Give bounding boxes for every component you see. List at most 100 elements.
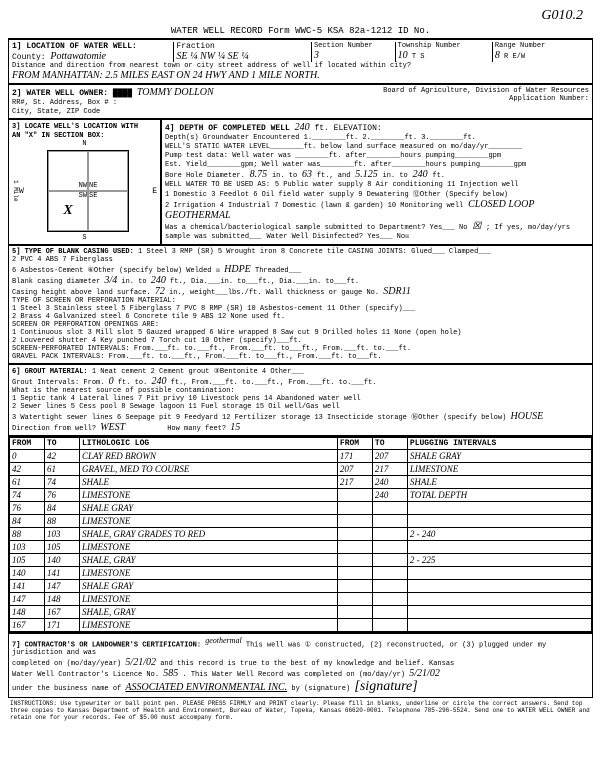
table-row: 167171LIMESTONE (10, 619, 592, 632)
bore-to: in. to (272, 172, 297, 180)
grout-to: 240 (151, 376, 166, 387)
height-label: Casing height above land surface. (12, 289, 151, 297)
threaded: Threaded___ (255, 267, 301, 275)
th-plug: PLUGGING INTERVALS (407, 438, 591, 450)
table-row: 103105LIMESTONE (10, 541, 592, 554)
th-to: TO (45, 438, 80, 450)
table-row: 88103SHALE, GRAY GRADES TO RED2 - 240 (10, 528, 592, 541)
township: 10 (398, 50, 408, 61)
table-row: 7684SHALE GRAY (10, 502, 592, 515)
signature: [signature] (354, 679, 417, 694)
th-lith: LITHOLOGIC LOG (80, 438, 338, 450)
diam: 3/4 (104, 275, 117, 286)
est-label: Est. Yield________gpm; Well water was___… (165, 161, 526, 169)
table-row: 8488LIMESTONE (10, 515, 592, 528)
owner: TOMMY DOLLON (137, 87, 214, 98)
dir-label: Direction from well? (12, 425, 96, 433)
chem-x: ☒ (472, 221, 481, 232)
opens: 1 Continuous slot 3 Mill slot 5 Gauzed w… (12, 329, 461, 345)
feet-label: How many feet? (167, 425, 226, 433)
diam-ft: 240 (151, 275, 166, 286)
date2: 5/21/02 (409, 668, 440, 679)
bore2: 63 (302, 169, 312, 180)
th-from2: FROM (337, 438, 372, 450)
table-row: 105140SHALE, GRAY2 - 225 (10, 554, 592, 567)
addr-label: RR#, St. Address, Box # : City, State, Z… (12, 99, 117, 116)
diam-rest: ft., Dia.___in. to___ft., Dia.___in. to_… (170, 278, 359, 286)
static-label: WELL'S STATIC WATER LEVEL________ft. bel… (165, 143, 522, 151)
section-1: 1] LOCATION OF WATER WELL: County: Potta… (8, 39, 593, 84)
table-row: 7476LIMESTONE240TOTAL DEPTH (10, 489, 592, 502)
county: Pottawatomie (50, 51, 106, 62)
s7-title: 7] CONTRACTOR'S OR LANDOWNER'S CERTIFICA… (12, 641, 201, 649)
s5-asb: 6 Asbestos-Cement ⑥Other (specify below)… (12, 267, 220, 275)
diam-to: in. to (121, 278, 146, 286)
th-to2: TO (372, 438, 407, 450)
county-label: County: (12, 53, 46, 62)
contam-label: What is the nearest source of possible c… (12, 387, 235, 395)
section-label: Section Number (314, 42, 373, 50)
range: 8 (495, 50, 500, 61)
pump-label: Pump test data: Well water was ________f… (165, 152, 501, 160)
grout-rest: ft., From.___ft. to.___ft., From.___ft. … (171, 379, 377, 387)
compass-e: E (152, 187, 157, 196)
grout-from: 0 (109, 376, 114, 387)
bore-ft: ft. (432, 172, 445, 180)
top-id: G010.2 (8, 8, 593, 24)
section-2: 2] WATER WELL OWNER: ████ TOMMY DOLLON R… (8, 84, 593, 119)
s7-text5: . This Water Well Record was completed o… (182, 671, 405, 679)
gravel-label: GRAVEL PACK INTERVALS: From.___ft. to.__… (12, 353, 382, 361)
depth: 240 (295, 122, 310, 133)
s7-text6: under the business name of (12, 685, 121, 693)
table-row: 4261GRAVEL, MED TO COURSE207217LIMESTONE (10, 463, 592, 476)
other-casing: HDPE (224, 264, 251, 275)
perf-label: SCREEN-PERFORATED INTERVALS: From.___ft.… (12, 345, 411, 353)
form-header: WATER WELL RECORD Form WWC-5 KSA 82a-121… (8, 24, 593, 39)
s7-text2: completed on (mo/day/year) (12, 660, 121, 668)
compass-w: W (19, 187, 24, 196)
table-row: 6174SHALE217240SHALE (10, 476, 592, 489)
geothermal: geothermal (205, 636, 241, 645)
s7-text3: and this record is true to the best of m… (160, 660, 454, 668)
section-4: 4] DEPTH OF COMPLETED WELL 240 ft. ELEVA… (161, 119, 593, 245)
table-row: 140141LIMESTONE (10, 567, 592, 580)
bore-and: ft., and (317, 172, 351, 180)
s4-title: 4] DEPTH OF COMPLETED WELL (165, 124, 290, 133)
s2-title: 2] WATER WELL OWNER: (12, 89, 108, 98)
dir: WEST (100, 422, 125, 433)
screen-label: TYPE OF SCREEN OR PERFORATION MATERIAL: (12, 297, 176, 305)
date1: 5/21/02 (125, 657, 156, 668)
mile-label: 1 Mile (12, 180, 19, 202)
s5-title: 5] TYPE OF BLANK CASING USED: (12, 248, 134, 256)
range-label: Range Number (495, 42, 545, 50)
s6-mats: 1 Neat cement 2 Cement grout ③Bentonite … (92, 368, 304, 376)
compass-s: S (12, 234, 157, 242)
feet: 15 (230, 422, 240, 433)
gw-label: Depth(s) Groundwater Encountered 1._____… (165, 134, 476, 142)
compass-grid: X (47, 150, 129, 232)
biz: ASSOCIATED ENVIRONMENTAL INC. (125, 682, 287, 693)
screens: 1 Steel 3 Stainless steel 5 Fiberglass 7… (12, 305, 415, 321)
log-section: FROM TO LITHOLOGIC LOG FROM TO PLUGGING … (8, 436, 593, 633)
other-contam: HOUSE (510, 411, 543, 422)
compass-n: N (12, 140, 157, 148)
fraction: SE ¼ NW ¼ SE ¼ (176, 51, 248, 62)
from-text: FROM MANHATTAN: 2.5 MILES EAST ON 24 HWY… (12, 70, 589, 81)
section-3: 3] LOCATE WELL'S LOCATION WITH AN "X" IN… (8, 119, 161, 245)
open-label: SCREEN OR PERFORATION OPENINGS ARE: (12, 321, 159, 329)
table-row: 148167SHALE, GRAY (10, 606, 592, 619)
log-table: FROM TO LITHOLOGIC LOG FROM TO PLUGGING … (9, 437, 592, 632)
s7-text4: Water Well Contractor's Licence No. (12, 671, 159, 679)
table-row: 147148LIMESTONE (10, 593, 592, 606)
contams: 1 Septic tank 4 Lateral lines 7 Pit priv… (12, 395, 506, 422)
section-7: 7] CONTRACTOR'S OR LANDOWNER'S CERTIFICA… (8, 633, 593, 698)
grout-label: Grout Intervals: From. (12, 379, 104, 387)
lic: 585 (163, 668, 178, 679)
s1-title: 1] LOCATION OF WATER WELL: (12, 42, 137, 51)
bore-to2: in. to (383, 172, 408, 180)
bore1: 8.75 (250, 169, 268, 180)
section-6: 6] GROUT MATERIAL: 1 Neat cement 2 Cemen… (8, 364, 593, 436)
board: Board of Agriculture, Division of Water … (301, 87, 590, 116)
ts: T S (412, 53, 425, 61)
elev-label: ft. ELEVATION: (314, 124, 381, 133)
